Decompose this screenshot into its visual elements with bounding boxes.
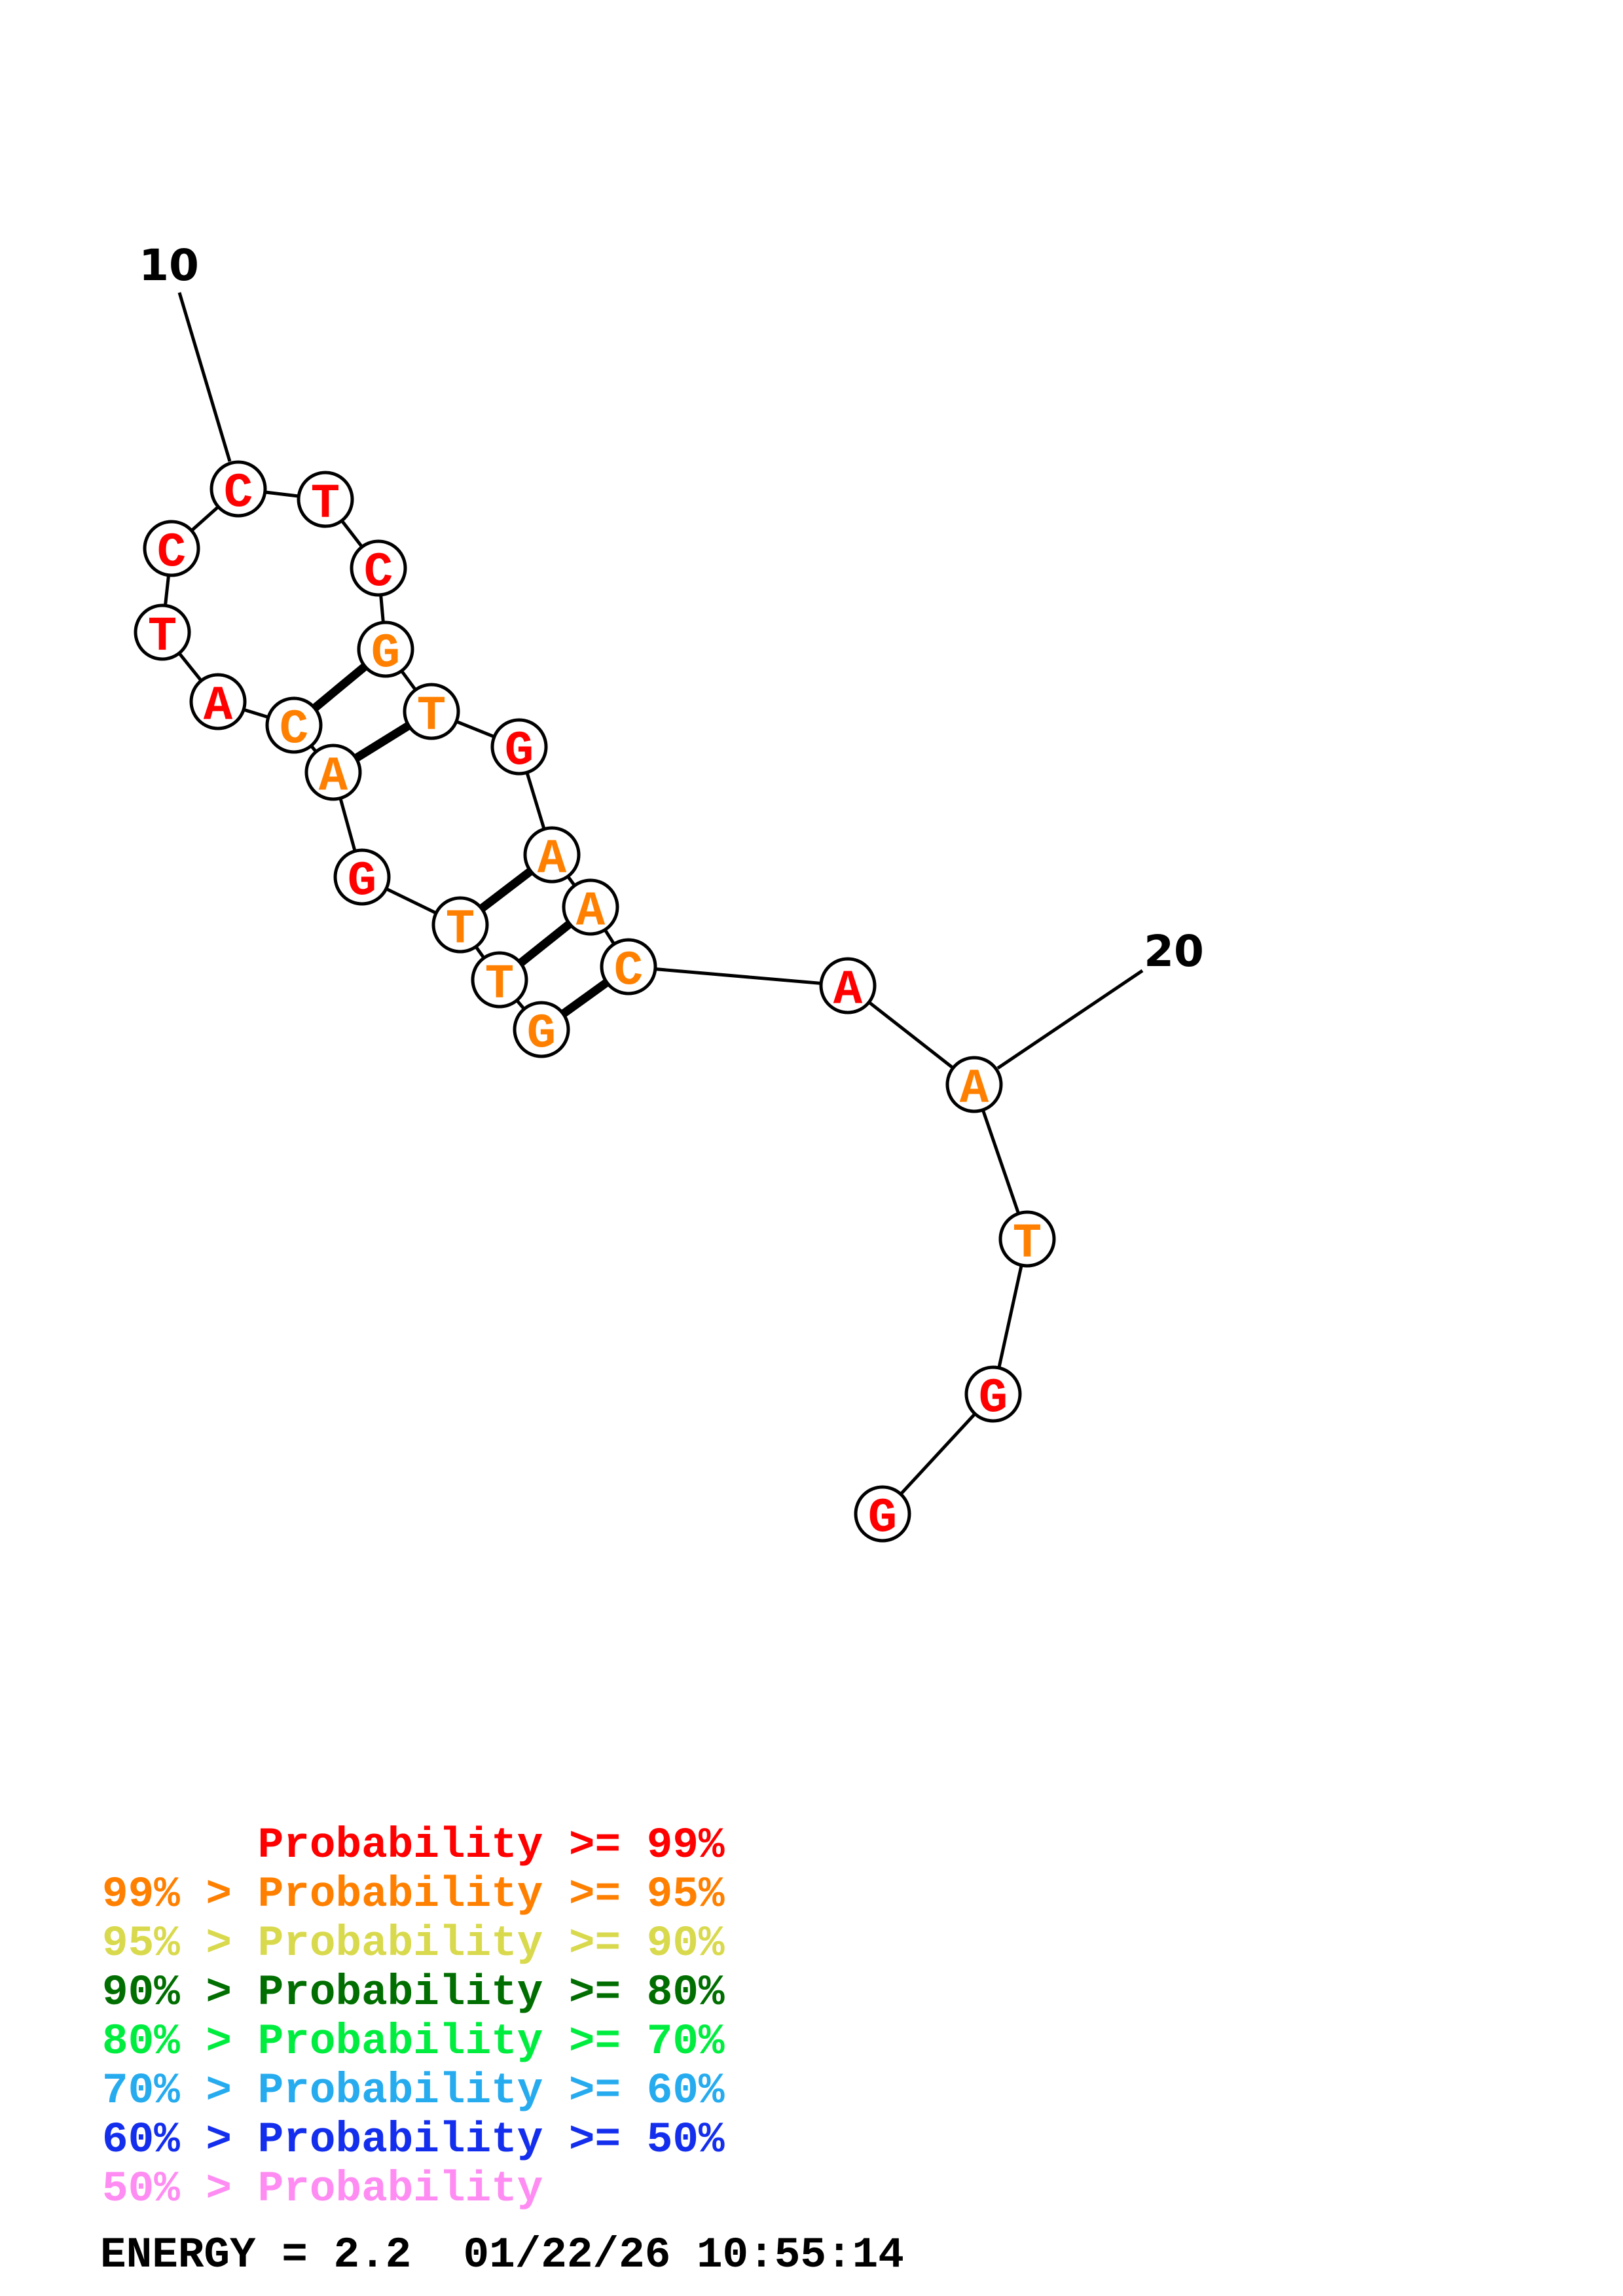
legend-row-6: 70% > Probability >= 60%: [102, 2066, 725, 2115]
nucleotide-letter: T: [311, 477, 340, 532]
nucleotide-letter: C: [364, 546, 393, 601]
nucleotide-circle: [490, 718, 548, 776]
nucleotide-letter: A: [319, 750, 348, 805]
nucleotide-circle: [210, 460, 267, 518]
nucleotide-circle: [854, 1485, 911, 1543]
nucleotide-circle: [304, 744, 362, 801]
nucleotide-circle: [189, 673, 247, 730]
legend-row-2: 99% > Probability >= 95%: [102, 1870, 725, 1919]
nucleotide-letter: A: [538, 833, 567, 888]
nucleotide-letter: G: [979, 1372, 1008, 1427]
nucleotide-letter: C: [157, 526, 186, 581]
backbone-line: [628, 965, 848, 988]
nucleotide-letter: G: [505, 725, 534, 780]
nucleotide-circle: [998, 1210, 1056, 1268]
nucleotide-letter: C: [224, 467, 253, 522]
nucleotide-circle: [819, 957, 877, 1014]
nucleotide-circle: [562, 878, 619, 936]
nucleotide-letter: G: [868, 1492, 897, 1547]
legend-row-5: 80% > Probability >= 70%: [102, 2017, 725, 2066]
nucleotide-circle: [357, 620, 414, 678]
nucleotide-circle: [523, 826, 581, 884]
nucleotide-circle: [350, 539, 407, 597]
nucleotide-letter: G: [371, 627, 400, 682]
nucleotide-circle: [600, 938, 657, 996]
legend-row-3: 95% > Probability >= 90%: [102, 1919, 725, 1968]
nucleotide-letter: T: [485, 958, 514, 1013]
nucleotide-letter: C: [614, 944, 643, 999]
label-connector-line: [996, 969, 1144, 1070]
nucleotide-letter: T: [148, 610, 177, 665]
nucleotide-letter: T: [417, 689, 446, 744]
nucleotide-letter: C: [280, 703, 308, 758]
nucleotide-circle: [945, 1056, 1003, 1113]
nucleotide-letter: G: [348, 855, 376, 910]
sequence-position-label: 10: [139, 240, 199, 291]
legend-row-8: 50% > Probability: [102, 2164, 543, 2214]
nucleotide-circle: [431, 896, 489, 954]
probability-legend: Probability >= 99% 99% > Probability >= 9…: [102, 1821, 725, 2214]
nucleotide-letter: A: [576, 885, 606, 940]
legend-row-1: Probability >= 99%: [102, 1821, 725, 1870]
nucleotide-circle: [143, 520, 200, 577]
sequence-position-label: 20: [1144, 926, 1204, 977]
nucleotide-circle: [471, 951, 528, 1009]
energy-line: ENERGY = 2.2 01/22/26 10:55:14: [100, 2231, 904, 2280]
nucleotide-circle: [333, 848, 391, 906]
nucleotide-circle: [964, 1365, 1022, 1423]
nucleotide-circle: [403, 683, 460, 740]
nucleotide-letter: A: [204, 679, 233, 734]
legend-row-4: 90% > Probability >= 80%: [102, 1968, 725, 2017]
legend-row-7: 60% > Probability >= 50%: [102, 2115, 725, 2164]
nucleotide-circle: [134, 603, 191, 661]
nucleotide-letter: T: [446, 903, 475, 958]
nucleotide-circle: [265, 696, 323, 754]
nucleotide-circle: [297, 471, 354, 528]
nucleotide-letter: T: [1013, 1217, 1042, 1272]
nucleotide-letter: A: [960, 1062, 989, 1117]
label-connector-line: [177, 292, 232, 462]
nucleotide-letter: G: [527, 1007, 556, 1062]
nucleotide-circle: [513, 1001, 570, 1058]
nucleotide-letter: A: [833, 963, 863, 1018]
